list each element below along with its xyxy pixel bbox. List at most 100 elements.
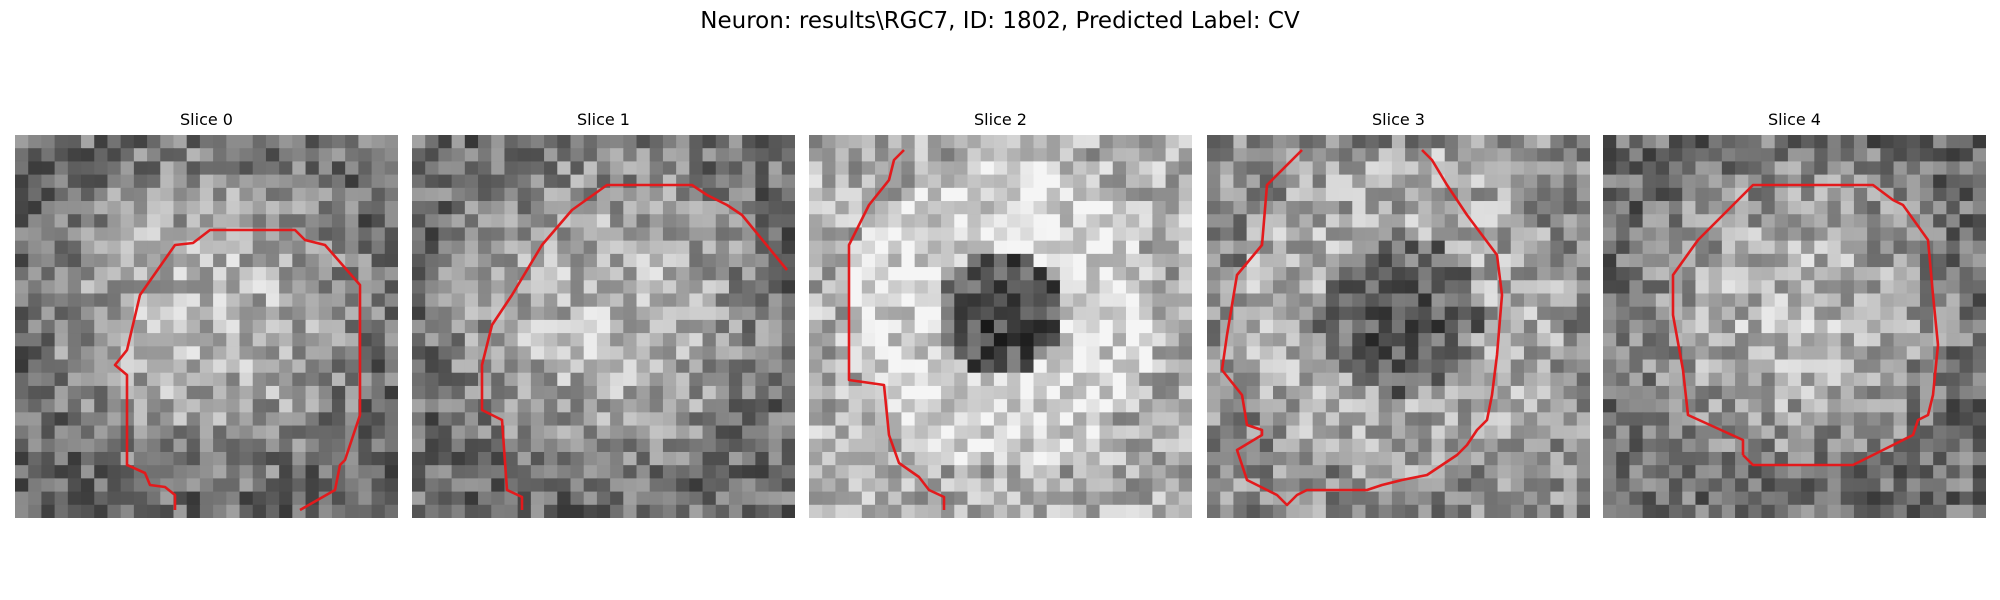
pixel (1682, 293, 1697, 308)
pixel (662, 267, 677, 281)
pixel (1431, 372, 1446, 387)
pixel (120, 306, 135, 321)
pixel (1523, 187, 1538, 202)
pixel (967, 372, 982, 387)
pixel (1233, 372, 1248, 387)
pixel (1537, 161, 1551, 176)
pixel (1299, 201, 1314, 215)
pixel (1853, 504, 1868, 518)
pixel (464, 425, 479, 440)
pixel (1273, 319, 1287, 334)
pixel (1152, 267, 1167, 281)
pixel (636, 412, 651, 427)
pixel (292, 253, 307, 268)
pixel (120, 359, 135, 374)
pixel (1286, 333, 1301, 347)
pixel (345, 227, 359, 242)
pixel (1099, 227, 1114, 242)
pixel (213, 465, 227, 479)
pixel (1655, 267, 1670, 281)
pixel (1325, 148, 1340, 163)
pixel (993, 465, 1008, 479)
pixel (252, 174, 267, 189)
pixel (1959, 161, 1974, 176)
pixel (1748, 425, 1763, 440)
pixel (478, 306, 492, 321)
pixel (1178, 491, 1192, 506)
pixel (1563, 148, 1578, 163)
pixel (1497, 491, 1512, 506)
pixel (15, 333, 29, 347)
pixel (1510, 135, 1525, 149)
pixel (1537, 214, 1551, 229)
pixel (1959, 201, 1974, 215)
pixel (412, 372, 426, 387)
pixel (1325, 161, 1340, 176)
pixel (15, 253, 29, 268)
pixel (1139, 240, 1153, 255)
pixel (1325, 174, 1340, 189)
pixel (504, 465, 519, 479)
pixel (1880, 293, 1895, 308)
pixel (1603, 135, 1617, 149)
pixel (1933, 174, 1947, 189)
pixel (120, 465, 135, 479)
pixel (1616, 465, 1631, 479)
pixel (1721, 253, 1736, 268)
pixel (1867, 253, 1881, 268)
pixel (1273, 214, 1287, 229)
pixel (464, 293, 479, 308)
pixel (557, 372, 572, 387)
pixel (1774, 293, 1789, 308)
pixel (1867, 478, 1881, 493)
pixel (1299, 240, 1314, 255)
pixel (755, 451, 770, 466)
pixel (1273, 451, 1287, 466)
pixel (67, 227, 82, 242)
pixel (822, 478, 837, 493)
pixel (464, 214, 479, 229)
pixel (173, 227, 188, 242)
pixel (358, 293, 373, 308)
pixel (226, 148, 241, 163)
pixel (160, 306, 175, 321)
pixel (1207, 174, 1221, 189)
pixel (239, 333, 254, 347)
pixel (1655, 359, 1670, 374)
pixel (1880, 333, 1895, 347)
pixel (1471, 372, 1485, 387)
pixel (1946, 399, 1961, 413)
pixel (226, 451, 241, 466)
pixel (67, 346, 82, 361)
pixel (1563, 319, 1578, 334)
pixel (901, 478, 916, 493)
pixel (557, 319, 572, 334)
pixel (213, 148, 227, 163)
pixel (583, 412, 598, 427)
pixel (1086, 227, 1101, 242)
pixel (1046, 385, 1061, 400)
pixel (755, 333, 770, 347)
pixel (517, 451, 532, 466)
pixel (279, 438, 293, 453)
pixel (425, 293, 440, 308)
pixel (689, 319, 704, 334)
pixel (1629, 372, 1644, 387)
pixel (768, 399, 783, 413)
pixel (809, 359, 823, 374)
pixel (1880, 412, 1895, 427)
pixel (54, 412, 69, 427)
pixel (715, 253, 730, 268)
pixel (980, 161, 995, 176)
pixel (94, 333, 109, 347)
pixel (1484, 333, 1499, 347)
pixel (331, 240, 346, 255)
pixel (199, 240, 214, 255)
pixel (914, 267, 929, 281)
pixel (544, 174, 558, 189)
pixel (1286, 187, 1301, 202)
pixel (1629, 399, 1644, 413)
pixel (1220, 346, 1235, 361)
pixel (425, 148, 440, 163)
pixel (252, 253, 267, 268)
